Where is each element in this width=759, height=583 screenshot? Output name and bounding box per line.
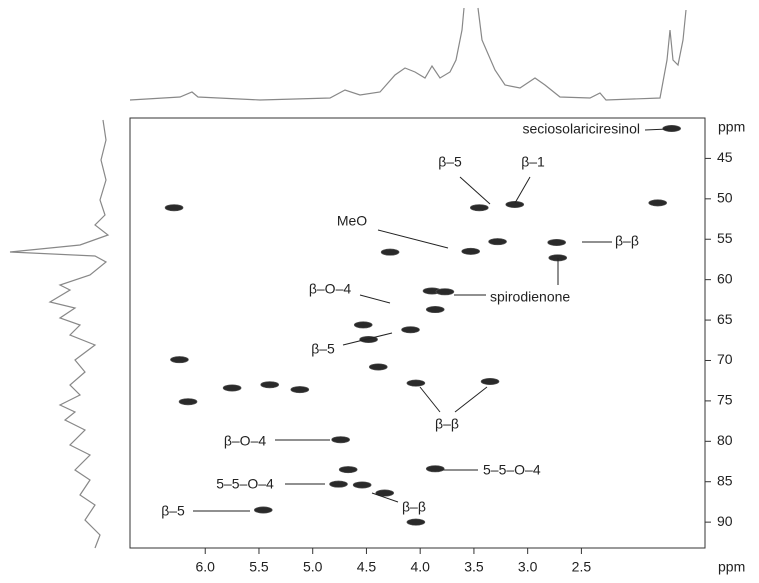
annotation: β–1: [521, 154, 545, 170]
cross-peak: [380, 248, 400, 256]
cross-peak: [406, 379, 426, 387]
x-tick-label: 3.0: [518, 559, 538, 575]
y-tick-label: 90: [717, 513, 733, 529]
cross-peak: [260, 381, 280, 389]
left-projection: [9, 119, 110, 549]
annotation: β–O–4: [309, 281, 352, 297]
cross-peak: [164, 204, 184, 212]
cross-peak: [406, 518, 426, 526]
annotation-pointer: [377, 229, 449, 249]
x-axis-label: ppm: [718, 559, 745, 575]
x-tick-label: 4.0: [410, 559, 430, 575]
cross-peak: [488, 238, 507, 246]
cross-peak: [253, 506, 273, 514]
annotation: β–β: [615, 233, 639, 249]
annotation: β–β: [402, 499, 426, 515]
annotation: seciosolariciresinol: [523, 121, 641, 137]
cross-peak: [170, 356, 189, 364]
x-tick-label: 4.5: [357, 559, 377, 575]
y-tick-label: 60: [717, 270, 733, 286]
cross-peak: [480, 377, 500, 385]
cross-peak: [469, 204, 489, 212]
y-axis-label: ppm: [718, 119, 745, 135]
x-tick-label: 6.0: [195, 559, 215, 575]
y-tick-label: 50: [717, 190, 733, 206]
annotation: 5–5–O–4: [216, 476, 274, 492]
annotation: MeO: [337, 213, 367, 229]
x-tick-label: 3.5: [464, 559, 484, 575]
annotation-pointer: [371, 492, 399, 503]
annotation: spirodienone: [490, 289, 570, 305]
cross-peak: [290, 386, 310, 394]
annotation-pointer: [644, 128, 669, 131]
cross-peak: [338, 466, 358, 474]
x-tick-label: 5.0: [303, 559, 323, 575]
y-tick-label: 75: [717, 392, 733, 408]
cross-peak: [425, 306, 445, 314]
cross-peak: [461, 247, 481, 255]
annotation-pointer: [514, 176, 531, 204]
annotation-pointer: [454, 386, 488, 413]
cross-peak: [547, 238, 566, 246]
cross-peak: [662, 125, 681, 133]
cross-peak: [178, 398, 198, 406]
cross-peak: [368, 363, 388, 371]
cross-peak: [505, 200, 525, 208]
y-tick-label: 80: [717, 432, 733, 448]
y-tick-label: 55: [717, 230, 733, 246]
cross-peak: [331, 436, 350, 444]
y-tick-label: 70: [717, 351, 733, 367]
annotation-pointer: [342, 332, 393, 346]
cross-peak: [329, 480, 348, 488]
annotation: β–β: [435, 416, 459, 432]
annotation-pointer: [359, 294, 391, 304]
y-tick-label: 85: [717, 472, 733, 488]
annotation-pointer: [419, 386, 441, 413]
cross-peak: [353, 321, 373, 329]
y-tick-label: 65: [717, 311, 733, 327]
annotation: 5–5–O–4: [483, 462, 541, 478]
top-projection: [129, 7, 687, 101]
annotation: β–5: [311, 341, 335, 357]
annotation-pointer: [459, 176, 491, 205]
annotation: β–O–4: [224, 433, 267, 449]
cross-peak: [375, 489, 395, 497]
y-tick-label: 45: [717, 149, 733, 165]
cross-peak: [648, 199, 668, 207]
cross-peak: [435, 288, 455, 296]
x-tick-label: 2.5: [572, 559, 592, 575]
plot-frame: [129, 117, 706, 549]
cross-peak: [352, 481, 372, 489]
cross-peak: [222, 384, 242, 392]
cross-peak: [425, 465, 445, 473]
cross-peak: [401, 326, 420, 334]
x-tick-label: 5.5: [249, 559, 269, 575]
annotation: β–5: [438, 154, 462, 170]
annotation: β–5: [161, 503, 185, 519]
